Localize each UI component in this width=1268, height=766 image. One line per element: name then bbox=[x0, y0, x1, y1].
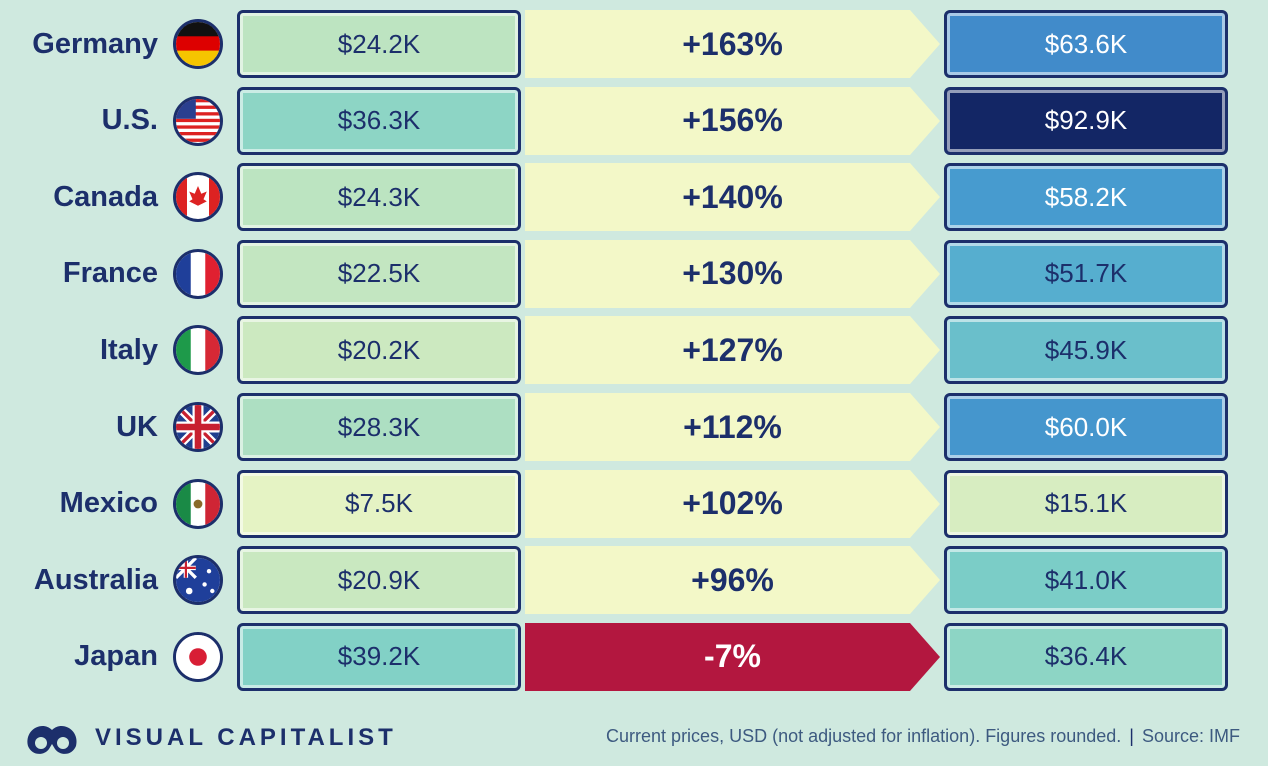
footer: VISUAL CAPITALIST Current prices, USD (n… bbox=[0, 706, 1268, 766]
table-row: Japan $39.2K -7% $36.4K bbox=[0, 622, 1268, 691]
table-row: Australia $20.9K +96% $41.0K bbox=[0, 546, 1268, 615]
table-row: U.S. $36.3K +156% $92.9K bbox=[0, 86, 1268, 155]
australia-flag-icon bbox=[173, 555, 223, 606]
change-arrow-shape bbox=[525, 86, 940, 155]
footnote-text: Current prices, USD (not adjusted for in… bbox=[606, 726, 1122, 746]
change-arrow: +140% bbox=[525, 163, 940, 232]
start-value-cell: $22.5K bbox=[237, 239, 521, 308]
start-value-cell: $20.9K bbox=[237, 546, 521, 615]
source-note: Current prices, USD (not adjusted for in… bbox=[606, 726, 1240, 747]
italy-flag-icon bbox=[173, 325, 223, 376]
start-value-cell: $28.3K bbox=[237, 393, 521, 461]
table-row: Italy $20.2K +127% $45.9K bbox=[0, 316, 1268, 385]
start-value-cell: $20.2K bbox=[237, 316, 521, 385]
country-label: Australia bbox=[33, 563, 158, 596]
percent-change-label: +112% bbox=[683, 408, 782, 445]
brand-name: VISUAL CAPITALIST bbox=[95, 724, 397, 751]
start-value-cell: $24.2K bbox=[237, 10, 521, 78]
change-arrow: +96% bbox=[525, 546, 940, 615]
france-flag-icon bbox=[173, 248, 223, 299]
end-value-cell: $92.9K bbox=[944, 86, 1228, 155]
start-value-cell: $36.3K bbox=[237, 86, 521, 155]
separator: | bbox=[1129, 726, 1134, 746]
change-arrow-shape bbox=[525, 622, 940, 691]
country-label: France bbox=[62, 257, 158, 290]
visual-capitalist-logo-icon bbox=[27, 725, 77, 754]
country-label: Mexico bbox=[59, 487, 158, 520]
percent-change-label: +102% bbox=[682, 485, 783, 522]
end-value-cell: $36.4K bbox=[944, 622, 1228, 691]
country-label: UK bbox=[116, 410, 158, 443]
table-row: UK $28.3K +112% $60.0K bbox=[0, 393, 1268, 461]
percent-change-label: +163% bbox=[682, 25, 783, 62]
table-row: Germany $24.2K +163% $63.6K bbox=[0, 10, 1268, 78]
start-value-cell: $24.3K bbox=[237, 163, 521, 232]
percent-change-label: +130% bbox=[682, 255, 783, 292]
end-value-cell: $45.9K bbox=[944, 316, 1228, 385]
percent-change-label: +140% bbox=[682, 178, 783, 215]
change-arrow: +127% bbox=[525, 316, 940, 385]
change-arrow: +112% bbox=[525, 393, 940, 461]
source-text: Source: IMF bbox=[1141, 726, 1240, 746]
change-arrow: +163% bbox=[525, 10, 940, 78]
end-value-cell: $58.2K bbox=[944, 163, 1228, 232]
start-value-cell: $7.5K bbox=[237, 469, 521, 538]
change-arrow-shape bbox=[525, 469, 940, 538]
end-value-cell: $63.6K bbox=[944, 10, 1228, 78]
end-value-cell: $60.0K bbox=[944, 393, 1228, 461]
change-arrow-shape bbox=[525, 10, 940, 78]
percent-change-label: -7% bbox=[704, 638, 761, 675]
percent-change-label: +96% bbox=[691, 561, 774, 598]
end-value-cell: $41.0K bbox=[944, 546, 1228, 615]
country-label: Canada bbox=[53, 180, 158, 213]
percent-change-label: +156% bbox=[682, 102, 783, 139]
us-flag-icon bbox=[173, 95, 223, 146]
change-arrow-shape bbox=[525, 393, 940, 461]
country-label: Germany bbox=[32, 27, 158, 60]
change-arrow-shape bbox=[525, 316, 940, 385]
change-arrow: +102% bbox=[525, 469, 940, 538]
change-arrow-shape bbox=[525, 239, 940, 308]
start-value-cell: $39.2K bbox=[237, 622, 521, 691]
change-arrow: +130% bbox=[525, 239, 940, 308]
percent-change-label: +127% bbox=[682, 331, 783, 368]
table-row: Canada $24.3K +140% $58.2K bbox=[0, 163, 1268, 232]
end-value-cell: $15.1K bbox=[944, 469, 1228, 538]
change-arrow-shape bbox=[525, 163, 940, 232]
country-label: Japan bbox=[74, 640, 158, 673]
change-arrow: -7% bbox=[525, 622, 940, 691]
change-arrow: +156% bbox=[525, 86, 940, 155]
canada-flag-icon bbox=[173, 172, 223, 223]
country-label: Italy bbox=[99, 333, 158, 366]
germany-flag-icon bbox=[173, 19, 223, 69]
country-label: U.S. bbox=[101, 104, 158, 137]
uk-flag-icon bbox=[173, 402, 223, 452]
change-arrow-shape bbox=[525, 546, 940, 615]
mexico-flag-icon bbox=[173, 478, 223, 529]
japan-flag-icon bbox=[173, 631, 223, 682]
end-value-cell: $51.7K bbox=[944, 239, 1228, 308]
table-row: Mexico $7.5K +102% $15.1K bbox=[0, 469, 1268, 538]
table-row: France $22.5K +130% $51.7K bbox=[0, 239, 1268, 308]
